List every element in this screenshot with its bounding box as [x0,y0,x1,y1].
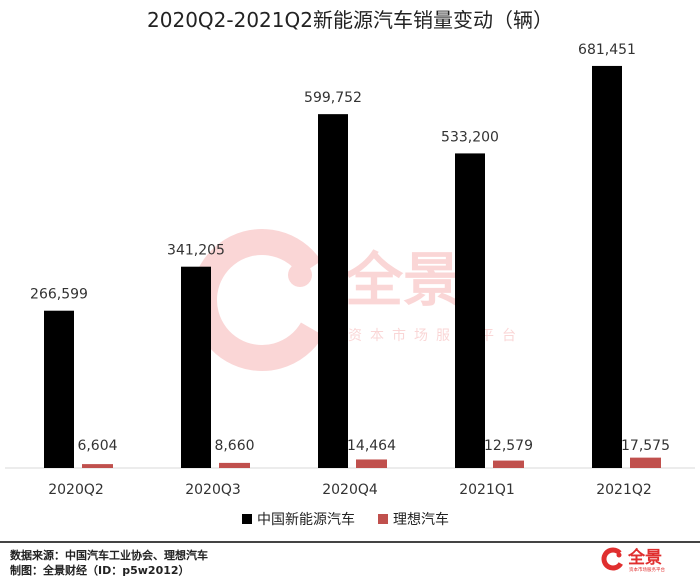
bar-li-auto-2021Q1 [493,460,524,468]
legend-label-china-nev: 中国新能源汽车 [257,511,355,528]
value-label-li-auto-2021Q2: 17,575 [621,438,670,454]
watermark-brand: 全景 [344,246,461,314]
value-label-china-nev-2020Q2: 266,599 [30,287,88,303]
footer-divider [0,541,700,543]
footer-producer: 制图：全景财经（ID：p5w2012） [10,564,190,577]
x-tick-labels: 2020Q2 2020Q3 2020Q4 2021Q1 2021Q2 [48,482,652,498]
footer-logo-tagline: 资本市场服务平台 [629,566,665,573]
value-label-china-nev-2021Q2: 681,451 [578,42,636,58]
chart: 2020Q2-2021Q2新能源汽车销量变动（辆） 全景 资本市场服务平台 26… [5,8,695,528]
legend: 中国新能源汽车 理想汽车 [242,511,449,528]
value-label-li-auto-2021Q1: 12,579 [484,438,533,454]
bar-china-nev-2020Q4 [318,114,348,469]
x-tick-2020Q4: 2020Q4 [322,482,378,498]
legend-label-li-auto: 理想汽车 [393,511,449,528]
footer-logo-text: 全景 [627,547,662,568]
bar-china-nev-2021Q1 [455,153,485,469]
watermark-logo: 全景 资本市场服务平台 [191,229,524,371]
value-label-china-nev-2021Q1: 533,200 [441,129,499,145]
bar-li-auto-2021Q2 [630,457,661,468]
bar-china-nev-2020Q2 [44,310,74,468]
footer-logo: 全景 资本市场服务平台 [600,545,686,573]
x-tick-2020Q3: 2020Q3 [185,482,241,498]
bar-china-nev-2021Q2 [592,65,622,468]
bars [44,65,661,469]
value-label-china-nev-2020Q3: 341,205 [167,243,225,259]
x-tick-2020Q2: 2020Q2 [48,482,104,498]
watermark-tagline: 资本市场服务平台 [348,327,524,344]
bar-li-auto-2020Q3 [219,462,250,468]
legend-swatch-li-auto [378,514,388,524]
value-label-china-nev-2020Q4: 599,752 [304,90,362,106]
value-label-li-auto-2020Q3: 8,660 [214,438,254,454]
bar-china-nev-2020Q3 [181,266,211,468]
x-tick-2021Q1: 2021Q1 [459,482,515,498]
x-tick-2021Q2: 2021Q2 [596,482,652,498]
footer-source: 数据来源：中国汽车工业协会、理想汽车 [10,549,208,562]
value-labels: 266,599 6,604 341,205 8,660 599,752 14,464 533… [30,42,670,454]
legend-swatch-china-nev [242,514,252,524]
watermark-swirl-icon [191,229,333,371]
value-label-li-auto-2020Q2: 6,604 [77,438,117,454]
bar-li-auto-2020Q2 [82,464,113,468]
footer-logo-swirl-icon [601,547,625,571]
value-label-li-auto-2020Q4: 14,464 [347,438,396,454]
bar-li-auto-2020Q4 [356,459,387,468]
chart-title: 2020Q2-2021Q2新能源汽车销量变动（辆） [147,8,553,32]
